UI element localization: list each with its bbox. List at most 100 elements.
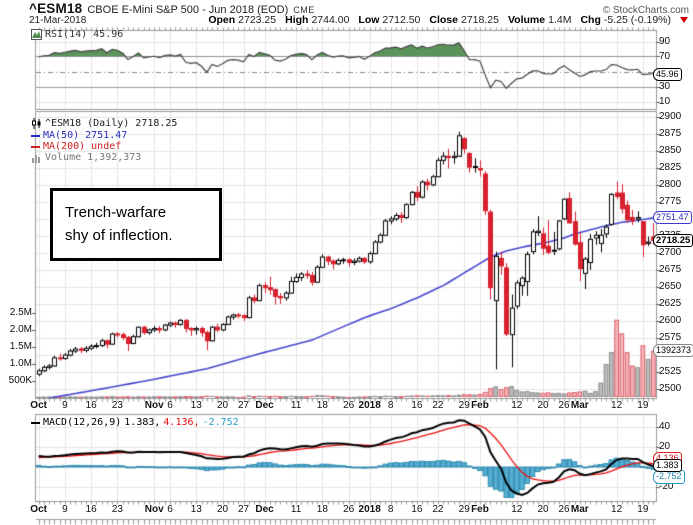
quote-fields: Open 2723.25 High 2744.00 Low 2712.50 Close 271… <box>208 14 688 26</box>
x-axis-day-label: 20 <box>537 504 549 515</box>
exchange-label: CME <box>293 5 315 15</box>
ma50-value-box: 2751.47 <box>653 211 692 224</box>
x-axis-day-label: 9 <box>62 400 68 411</box>
axis-tick-label: 20 <box>659 441 671 452</box>
x-axis-day-label: 27 <box>237 504 250 515</box>
ma200-legend-label: MA(200) undef <box>43 141 122 152</box>
axis-tick-label: 40 <box>659 421 671 432</box>
ma50-legend-label: MA(50) 2751.47 <box>43 130 128 141</box>
x-axis-day-label: 12 <box>611 400 623 411</box>
axis-tick-label: 90 <box>659 35 671 47</box>
quote-value: 2712.50 <box>382 14 421 26</box>
volume-value-box: 1392373 <box>653 344 693 357</box>
x-axis-day-label: 23 <box>111 504 123 515</box>
x-axis-day-label: 12 <box>511 400 523 411</box>
quote-field-open: Open 2723.25 <box>208 14 276 26</box>
stockcharts-credit: © StockCharts.com <box>602 5 689 16</box>
axis-tick-label: 30 <box>659 80 671 92</box>
x-axis-month-label: Nov <box>144 400 164 411</box>
rsi-legend-label: RSI(14) 45.96 <box>45 29 124 40</box>
x-axis-day-label: 20 <box>216 400 229 411</box>
x-axis-day-label: 26 <box>343 400 355 411</box>
macd-legend-label: MACD(12,26,9) <box>43 417 122 428</box>
x-axis-month-label: Dec <box>255 504 274 515</box>
quote-field-low: Low 2712.50 <box>358 14 420 26</box>
x-axis-day-label: 18 <box>316 400 328 411</box>
macd-value: 1.383, <box>124 417 161 428</box>
x-axis-day-label: 16 <box>411 504 423 515</box>
x-axis-day-label: 16 <box>85 400 97 411</box>
axis-tick-label: 2525 <box>659 366 682 378</box>
quote-label: High <box>285 14 309 26</box>
x-axis-day-label: 11 <box>290 400 302 411</box>
x-axis-day-label: 27 <box>237 400 250 411</box>
candlestick-icon <box>32 118 41 129</box>
x-axis-day-label: 29 <box>458 400 470 411</box>
change-down-arrow-icon <box>680 17 688 23</box>
axis-tick-label: 70 <box>659 50 671 62</box>
x-axis-day-label: 8 <box>387 504 394 515</box>
quote-row: 21-Mar-2018 Open 2723.25 High 2744.00 Low 271… <box>29 14 688 26</box>
price-legend-label: ^ESM18 (Daily) 2718.25 <box>45 118 178 129</box>
instrument-description: CBOE E-Mini S&P 500 - Jun 2018 (EOD) <box>87 4 289 16</box>
chart-header: ^ESM18 CBOE E-Mini S&P 500 - Jun 2018 (E… <box>29 1 689 16</box>
axis-tick-label: 2775 <box>659 195 682 207</box>
x-axis-day-label: 13 <box>190 504 202 515</box>
x-axis-day-label: 6 <box>167 504 173 515</box>
x-axis-day-label: 22 <box>432 400 444 411</box>
price-legend: ^ESM18 (Daily) 2718.25 <box>31 118 177 129</box>
axis-tick-label: 2625 <box>659 298 682 310</box>
ma200-line-sample-icon <box>31 145 40 148</box>
axis-tick-label: 2800 <box>659 178 682 190</box>
rsi-current-value-box: 45.96 <box>653 68 682 81</box>
symbol-title: ^ESM18 <box>29 1 83 16</box>
x-axis-day-label: 12 <box>611 504 623 515</box>
x-axis-day-label: 19 <box>637 400 649 411</box>
annotation-callout: Trench-warfare shy of inflection. <box>50 188 222 261</box>
quote-field-chg: Chg -5.25 (-0.19%) <box>580 14 671 26</box>
volume-legend-label: Volume 1,392,373 <box>45 152 142 163</box>
quote-label: Open <box>208 14 236 26</box>
annotation-line2: shy of inflection. <box>65 226 173 244</box>
x-axis-month-label: Feb <box>471 400 489 411</box>
macd-histogram-value: -2.752 <box>202 417 239 428</box>
x-axis-day-label: 6 <box>167 400 173 411</box>
axis-tick-label: -20 <box>659 481 674 492</box>
axis-tick-label: 2500 <box>659 383 682 395</box>
x-axis-month-label: Mar <box>570 504 589 515</box>
rsi-legend: RSI(14) 45.96 <box>31 29 123 40</box>
x-axis-month-label: Nov <box>144 504 164 515</box>
quote-label: Low <box>358 14 380 26</box>
quote-field-volume: Volume 1.4M <box>508 14 572 26</box>
x-axis-day-label: 18 <box>316 504 328 515</box>
axis-tick-label: 2675 <box>659 263 682 275</box>
ma200-legend: MA(200) undef <box>31 141 121 152</box>
ma50-legend: MA(50) 2751.47 <box>31 130 127 141</box>
x-axis-month-label: Mar <box>570 400 589 411</box>
axis-tick-label: 1.0M <box>9 358 32 369</box>
x-axis-month-label: 2018 <box>358 400 381 411</box>
x-axis-month-label: Oct <box>30 504 47 515</box>
x-axis-day-label: 20 <box>537 400 549 411</box>
volume-legend: Volume 1,392,373 <box>31 152 141 163</box>
x-axis-day-label: 26 <box>558 504 570 515</box>
quote-label: Volume <box>507 14 546 26</box>
x-axis-month-label: Feb <box>471 504 489 515</box>
axis-tick-label: 2700 <box>659 246 682 258</box>
quote-field-close: Close 2718.25 <box>429 14 499 26</box>
volume-bars-icon <box>32 154 40 163</box>
quote-value: -5.25 (-0.19%) <box>603 14 671 26</box>
rsi-chart-icon <box>31 29 42 40</box>
x-axis-day-label: 13 <box>190 400 202 411</box>
axis-tick-label: 2900 <box>659 110 682 122</box>
axis-tick-label: 2.0M <box>9 324 32 335</box>
axis-tick-label: 500K <box>8 375 32 386</box>
axis-tick-label: 2825 <box>659 161 682 173</box>
quote-value: 2744.00 <box>311 14 350 26</box>
x-axis-day-label: 11 <box>290 504 302 515</box>
quote-value: 2723.25 <box>238 14 277 26</box>
annotation-line1: Trench-warfare <box>65 204 167 221</box>
x-axis-day-label: 12 <box>511 504 523 515</box>
